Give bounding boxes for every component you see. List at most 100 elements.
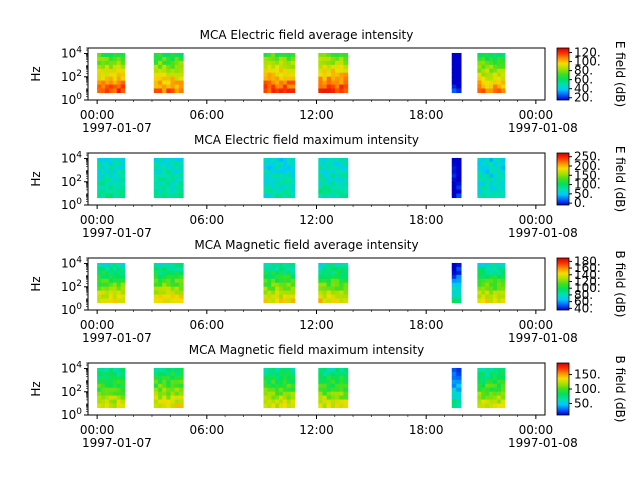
colorbar-tick-label: 120.	[574, 274, 601, 288]
end-date-label: 1997-01-08	[508, 226, 578, 240]
colorbar-label: B field (dB)	[613, 251, 627, 318]
panel-4: MCA Magnetic field maximum intensity1001…	[29, 343, 627, 450]
colorbar-label: B field (dB)	[613, 356, 627, 423]
colorbar-tick-label: 50.	[574, 396, 593, 410]
colorbar-tick-label: 120.	[574, 46, 601, 60]
spectrogram-segment	[97, 367, 126, 409]
colorbar-tick-label: 80.	[574, 64, 593, 78]
y-tick-label: 102	[61, 69, 82, 84]
spectrogram-segment	[153, 157, 184, 199]
colorbar	[556, 47, 570, 101]
colorbar-tick-label: 150.	[574, 168, 601, 182]
y-tick-label: 100	[61, 197, 82, 212]
x-tick-label: 06:00	[190, 318, 225, 332]
y-axis-label: Hz	[29, 276, 43, 291]
spectrogram-segment	[153, 367, 184, 409]
colorbar-tick-label: 60.	[574, 73, 593, 87]
y-tick-label: 104	[61, 256, 82, 271]
spectrogram-segment	[318, 367, 349, 409]
y-tick-label: 104	[61, 151, 82, 166]
y-tick-label: 102	[61, 174, 82, 189]
start-date-label: 1997-01-07	[82, 121, 152, 135]
x-tick-label: 06:00	[190, 213, 225, 227]
spectrogram-segment	[97, 262, 126, 304]
spectrogram-segment	[263, 262, 296, 304]
panel-title: MCA Electric field average intensity	[200, 28, 414, 42]
y-tick-label: 100	[61, 407, 82, 422]
x-tick-label: 06:00	[190, 108, 225, 122]
spectrogram-segment	[451, 157, 462, 199]
start-date-label: 1997-01-07	[82, 331, 152, 345]
spectrogram-segment	[477, 367, 506, 409]
spectrogram-segment	[153, 52, 184, 94]
spectrogram-segment	[477, 52, 506, 94]
y-tick-label: 102	[61, 384, 82, 399]
colorbar-tick-label: 20.	[574, 91, 593, 105]
y-axis-label: Hz	[29, 66, 43, 81]
spectrogram-segment	[451, 52, 462, 94]
x-tick-label: 00:00	[519, 423, 554, 437]
panel-title: MCA Electric field maximum intensity	[194, 133, 419, 147]
y-tick-label: 100	[61, 92, 82, 107]
colorbar-tick-label: 100.	[574, 382, 601, 396]
colorbar-tick-label: 250.	[574, 150, 601, 164]
spectrogram-segment	[97, 157, 126, 199]
colorbar-tick-label: 40.	[574, 82, 593, 96]
x-tick-label: 18:00	[409, 318, 444, 332]
spectrogram-segment	[263, 52, 296, 94]
x-tick-label: 12:00	[299, 318, 334, 332]
colorbar-tick-label: 100.	[574, 178, 601, 192]
colorbar-tick-label: 140.	[574, 268, 601, 282]
spectrogram-segment	[153, 262, 184, 304]
spectrogram-segment	[477, 262, 506, 304]
panel-1: MCA Electric field average intensity1001…	[29, 28, 627, 135]
start-date-label: 1997-01-07	[82, 226, 152, 240]
end-date-label: 1997-01-08	[508, 436, 578, 450]
y-tick-label: 104	[61, 361, 82, 376]
panel-2: MCA Electric field maximum intensity1001…	[29, 133, 627, 240]
x-tick-label: 00:00	[519, 318, 554, 332]
spectrogram-segment	[263, 367, 296, 409]
x-tick-label: 18:00	[409, 213, 444, 227]
spectrogram-segment	[318, 157, 349, 199]
x-tick-label: 00:00	[519, 108, 554, 122]
x-tick-label: 00:00	[80, 108, 115, 122]
colorbar-tick-label: 100.	[574, 55, 601, 69]
end-date-label: 1997-01-08	[508, 121, 578, 135]
spectrogram-segment	[477, 157, 506, 199]
start-date-label: 1997-01-07	[82, 436, 152, 450]
colorbar	[556, 152, 570, 206]
x-tick-label: 00:00	[80, 213, 115, 227]
colorbar-tick-label: 200.	[574, 159, 601, 173]
colorbar-tick-label: 0.	[574, 196, 585, 210]
x-tick-label: 00:00	[519, 213, 554, 227]
colorbar	[556, 362, 570, 416]
y-axis-label: Hz	[29, 171, 43, 186]
end-date-label: 1997-01-08	[508, 331, 578, 345]
x-tick-label: 18:00	[409, 423, 444, 437]
x-tick-label: 00:00	[80, 318, 115, 332]
y-tick-label: 100	[61, 302, 82, 317]
y-tick-label: 104	[61, 46, 82, 61]
colorbar-tick-label: 150.	[574, 368, 601, 382]
colorbar-tick-label: 160.	[574, 261, 601, 275]
colorbar-tick-label: 100.	[574, 281, 601, 295]
x-tick-label: 00:00	[80, 423, 115, 437]
x-tick-label: 12:00	[299, 108, 334, 122]
colorbar-tick-label: 50.	[574, 187, 593, 201]
x-tick-label: 12:00	[299, 423, 334, 437]
colorbar	[556, 257, 570, 311]
colorbar-tick-label: 40.	[574, 301, 593, 315]
spectrogram-segment	[263, 157, 296, 199]
colorbar-label: E field (dB)	[613, 146, 627, 212]
panel-title: MCA Magnetic field maximum intensity	[189, 343, 425, 357]
spectrogram-segment	[451, 262, 462, 304]
x-tick-label: 12:00	[299, 213, 334, 227]
colorbar-tick-label: 60.	[574, 295, 593, 309]
panel-title: MCA Magnetic field average intensity	[194, 238, 418, 252]
colorbar-label: E field (dB)	[613, 41, 627, 107]
y-axis-label: Hz	[29, 381, 43, 396]
spectrogram-segment	[451, 367, 462, 409]
spectrogram-segment	[318, 52, 349, 94]
